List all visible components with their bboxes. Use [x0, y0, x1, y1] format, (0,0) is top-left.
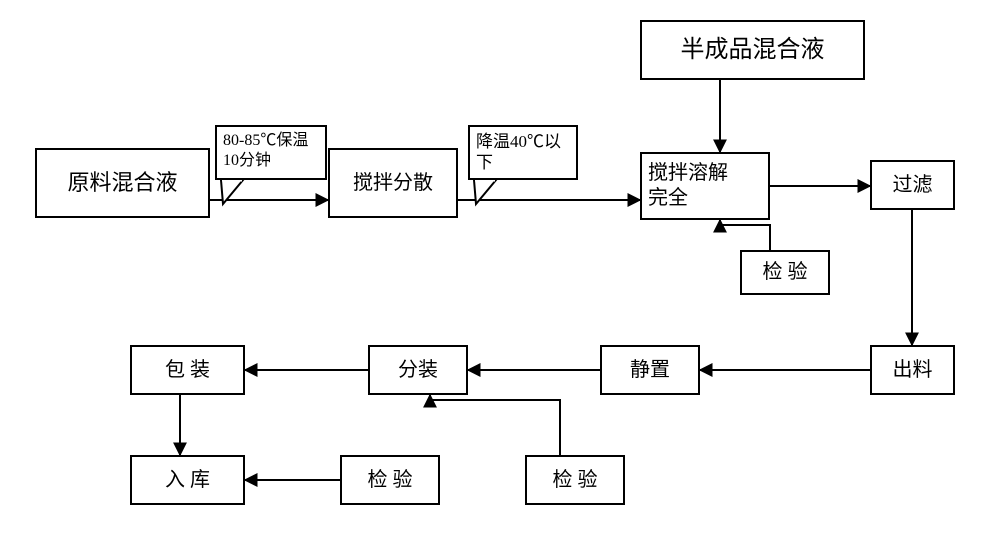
node-inspect3: 检 验	[340, 455, 440, 505]
node-settle-label: 静置	[630, 358, 670, 383]
callout-c1-bubble: 80-85℃保温10分钟	[215, 125, 327, 180]
node-inspect2: 检 验	[525, 455, 625, 505]
node-semi-label: 半成品混合液	[681, 35, 825, 65]
node-inspect1-label: 检 验	[763, 260, 808, 285]
callout-c1-tail	[221, 180, 243, 204]
callout-c1: 80-85℃保温10分钟	[215, 125, 327, 180]
node-pack: 包 装	[130, 345, 245, 395]
node-raw: 原料混合液	[35, 148, 210, 218]
node-discharge: 出料	[870, 345, 955, 395]
node-dissolve-label: 搅拌溶解 完全	[648, 161, 728, 211]
flowchart-canvas: 原料混合液半成品混合液搅拌分散搅拌溶解 完全过滤检 验出料静置分装包 装检 验检…	[0, 0, 1000, 545]
callout-c2-bubble: 降温40℃以下	[468, 125, 578, 180]
node-disperse-label: 搅拌分散	[353, 171, 433, 196]
callout-c2-label: 降温40℃以下	[476, 132, 561, 172]
node-filter-label: 过滤	[893, 173, 933, 198]
node-discharge-label: 出料	[893, 358, 933, 383]
node-inspect3-label: 检 验	[368, 468, 413, 493]
node-raw-label: 原料混合液	[67, 169, 177, 197]
node-settle: 静置	[600, 345, 700, 395]
node-dispense-label: 分装	[398, 358, 438, 383]
node-filter: 过滤	[870, 160, 955, 210]
node-store-label: 入 库	[165, 468, 210, 493]
node-dissolve: 搅拌溶解 完全	[640, 152, 770, 220]
node-inspect1: 检 验	[740, 250, 830, 295]
edge-inspect1-dissolve	[720, 220, 770, 250]
callout-c2: 降温40℃以下	[468, 125, 578, 180]
node-store: 入 库	[130, 455, 245, 505]
node-pack-label: 包 装	[165, 358, 210, 383]
edge-inspect2-dispense	[430, 395, 560, 455]
callout-c1-label: 80-85℃保温10分钟	[223, 132, 308, 169]
node-semi: 半成品混合液	[640, 20, 865, 80]
node-disperse: 搅拌分散	[328, 148, 458, 218]
node-dispense: 分装	[368, 345, 468, 395]
node-inspect2-label: 检 验	[553, 468, 598, 493]
callout-c2-tail	[474, 180, 496, 204]
